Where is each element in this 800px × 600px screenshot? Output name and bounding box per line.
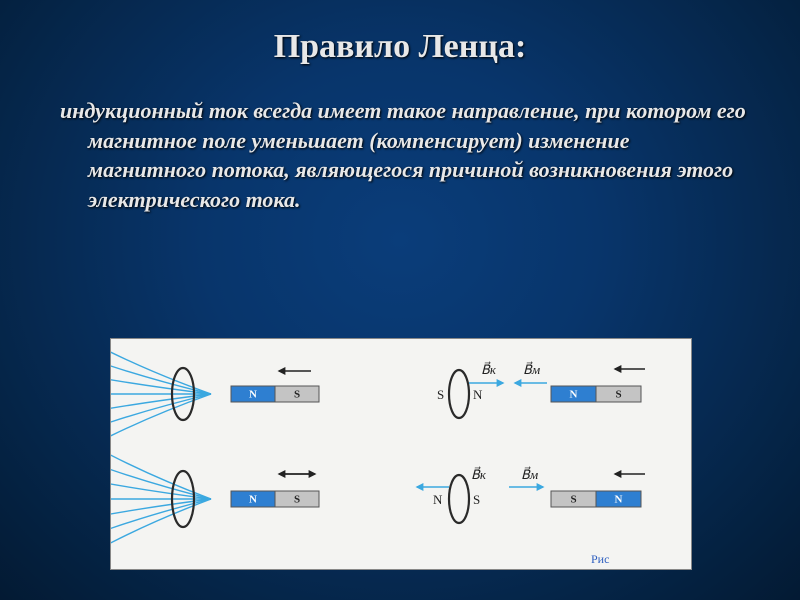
- slide-title: Правило Ленца:: [0, 28, 800, 66]
- svg-text:B⃗к: B⃗к: [481, 362, 497, 377]
- svg-text:N: N: [433, 492, 443, 507]
- svg-text:N: N: [570, 389, 578, 401]
- svg-text:S: S: [615, 389, 621, 401]
- svg-text:B⃗м: B⃗м: [521, 467, 538, 482]
- svg-text:Рис: Рис: [591, 552, 609, 566]
- svg-text:N: N: [249, 494, 257, 506]
- svg-text:N: N: [473, 387, 483, 402]
- svg-text:S: S: [294, 389, 300, 401]
- slide-body-text: индукционный ток всегда имеет такое напр…: [60, 96, 750, 215]
- svg-text:N: N: [615, 494, 623, 506]
- lenz-diagram: N S N S S N B⃗к N S B⃗м N S B⃗к B⃗м S N Рис: [110, 338, 692, 570]
- svg-text:N: N: [249, 389, 257, 401]
- lenz-diagram-svg: N S N S S N B⃗к N S B⃗м N S B⃗к B⃗м S N Рис: [111, 339, 691, 569]
- svg-text:S: S: [570, 494, 576, 506]
- svg-text:S: S: [294, 494, 300, 506]
- svg-text:B⃗м: B⃗м: [523, 362, 540, 377]
- svg-text:S: S: [473, 492, 480, 507]
- svg-text:S: S: [437, 387, 444, 402]
- svg-text:B⃗к: B⃗к: [471, 467, 487, 482]
